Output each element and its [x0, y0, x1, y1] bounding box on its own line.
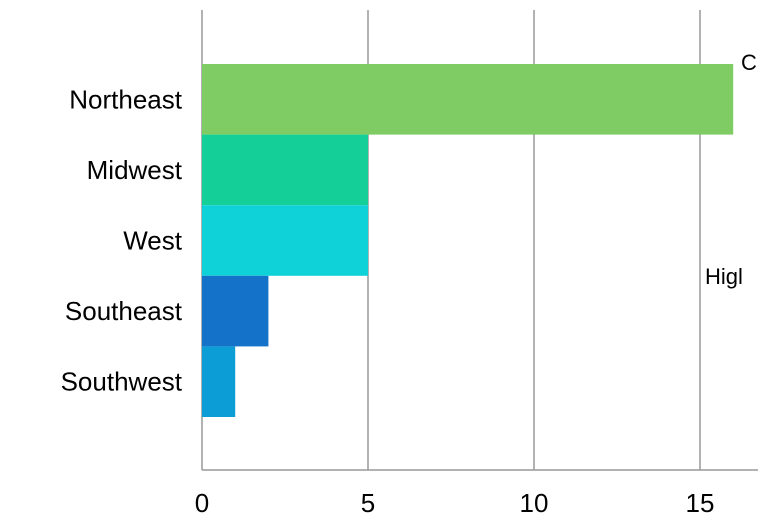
x-tick-label-2: 10	[520, 488, 549, 518]
annotation-middle: Higl	[705, 264, 743, 289]
bar-northeast	[202, 64, 733, 135]
bar-southeast	[202, 276, 268, 347]
annotation-top: C	[741, 50, 757, 75]
category-label-southwest: Southwest	[61, 367, 183, 397]
x-tick-label-1: 5	[361, 488, 375, 518]
category-label-northeast: Northeast	[69, 84, 182, 114]
x-tick-label-0: 0	[195, 488, 209, 518]
bar-southwest	[202, 346, 235, 417]
bar-west	[202, 205, 368, 276]
category-label-midwest: Midwest	[87, 155, 183, 185]
x-tick-label-3: 15	[686, 488, 715, 518]
bar-midwest	[202, 135, 368, 206]
bars	[202, 64, 733, 417]
category-labels: Northeast Midwest West Southeast Southwest	[61, 84, 183, 396]
category-label-southeast: Southeast	[65, 296, 183, 326]
x-tick-labels: 0 5 10 15	[195, 488, 715, 518]
category-label-west: West	[123, 226, 183, 256]
